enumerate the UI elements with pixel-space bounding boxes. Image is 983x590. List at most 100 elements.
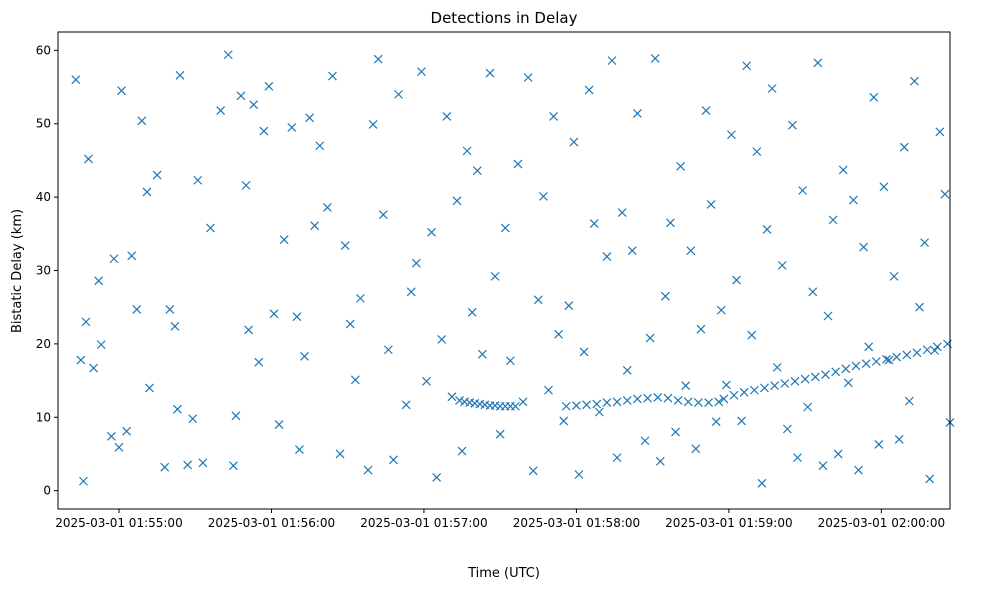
data-point — [742, 61, 752, 71]
data-point — [523, 73, 533, 82]
data-point — [81, 317, 91, 327]
data-point — [579, 347, 589, 357]
data-point — [627, 246, 637, 256]
y-tick-label: 40 — [36, 190, 51, 204]
data-point — [432, 473, 442, 482]
data-point — [790, 376, 800, 386]
data-point — [884, 355, 894, 365]
data-point — [653, 393, 663, 402]
data-point — [782, 424, 792, 434]
data-point — [671, 427, 680, 437]
data-point — [160, 462, 170, 472]
data-point — [269, 309, 279, 319]
data-point — [833, 449, 843, 459]
data-point — [772, 362, 782, 372]
data-point — [363, 465, 373, 475]
data-point — [350, 375, 360, 385]
data-point — [389, 455, 398, 465]
data-point — [849, 195, 858, 205]
data-point — [841, 364, 851, 374]
data-point — [663, 393, 673, 403]
data-point — [711, 417, 721, 427]
data-point — [800, 374, 810, 384]
data-point — [355, 293, 365, 303]
data-point — [892, 352, 902, 362]
data-point — [554, 329, 564, 339]
data-point — [236, 91, 246, 101]
data-point — [821, 370, 830, 380]
data-point — [721, 380, 731, 390]
data-point — [889, 271, 899, 281]
data-point — [477, 349, 487, 359]
data-point — [643, 393, 653, 403]
y-tick-label: 50 — [36, 117, 51, 131]
data-point — [749, 385, 759, 395]
data-point — [714, 397, 724, 407]
data-point — [505, 356, 515, 366]
data-point — [691, 444, 701, 454]
data-point — [932, 342, 942, 352]
data-point — [582, 400, 592, 410]
data-point — [300, 351, 309, 361]
data-point — [383, 345, 393, 355]
data-point — [584, 85, 594, 95]
data-point — [117, 86, 126, 96]
data-point — [206, 223, 215, 233]
data-point — [920, 238, 930, 248]
data-point — [660, 291, 670, 301]
data-point — [538, 191, 548, 201]
x-tick-label: 2025-03-01 01:55:00 — [55, 516, 182, 530]
data-point — [274, 420, 284, 430]
data-point — [589, 219, 599, 228]
data-point — [838, 165, 848, 175]
data-point — [693, 398, 703, 408]
data-point — [706, 200, 716, 209]
data-point — [760, 383, 769, 393]
data-point — [828, 215, 838, 225]
data-point — [869, 92, 879, 102]
data-point — [818, 461, 828, 471]
data-point — [132, 304, 142, 314]
data-point — [295, 445, 304, 454]
x-axis: 2025-03-01 01:55:00 2025-03-01 01:56:00 20… — [55, 509, 945, 530]
data-point — [84, 154, 93, 164]
plot-points — [71, 50, 955, 488]
chart-title: Detections in Delay — [431, 9, 578, 27]
data-point — [716, 305, 726, 315]
data-point — [78, 476, 88, 486]
data-point — [193, 175, 203, 185]
data-point — [495, 429, 505, 439]
data-point — [650, 53, 660, 63]
data-point — [533, 295, 543, 305]
data-point — [373, 54, 383, 64]
data-point — [940, 189, 950, 199]
data-point — [617, 208, 627, 217]
data-point — [122, 426, 132, 436]
data-point — [340, 241, 350, 250]
data-point — [930, 346, 940, 355]
data-point — [452, 196, 462, 206]
data-point — [564, 301, 574, 311]
data-point — [899, 142, 909, 152]
data-point — [216, 106, 226, 115]
data-point — [922, 345, 932, 355]
data-point — [528, 466, 538, 476]
data-point — [559, 416, 569, 426]
data-point — [757, 478, 767, 488]
data-point — [447, 392, 457, 402]
data-point — [467, 307, 477, 317]
data-point — [666, 218, 675, 228]
data-point — [777, 260, 787, 270]
data-point — [310, 221, 320, 231]
data-point — [622, 365, 632, 375]
data-point — [152, 170, 162, 180]
data-point — [823, 311, 833, 321]
data-point — [803, 402, 813, 412]
data-point — [683, 397, 693, 407]
data-point — [854, 465, 863, 475]
x-tick-label: 2025-03-01 01:57:00 — [360, 516, 487, 530]
data-point — [244, 325, 254, 335]
data-point — [915, 302, 924, 312]
data-point — [574, 470, 584, 479]
data-point — [96, 340, 106, 350]
